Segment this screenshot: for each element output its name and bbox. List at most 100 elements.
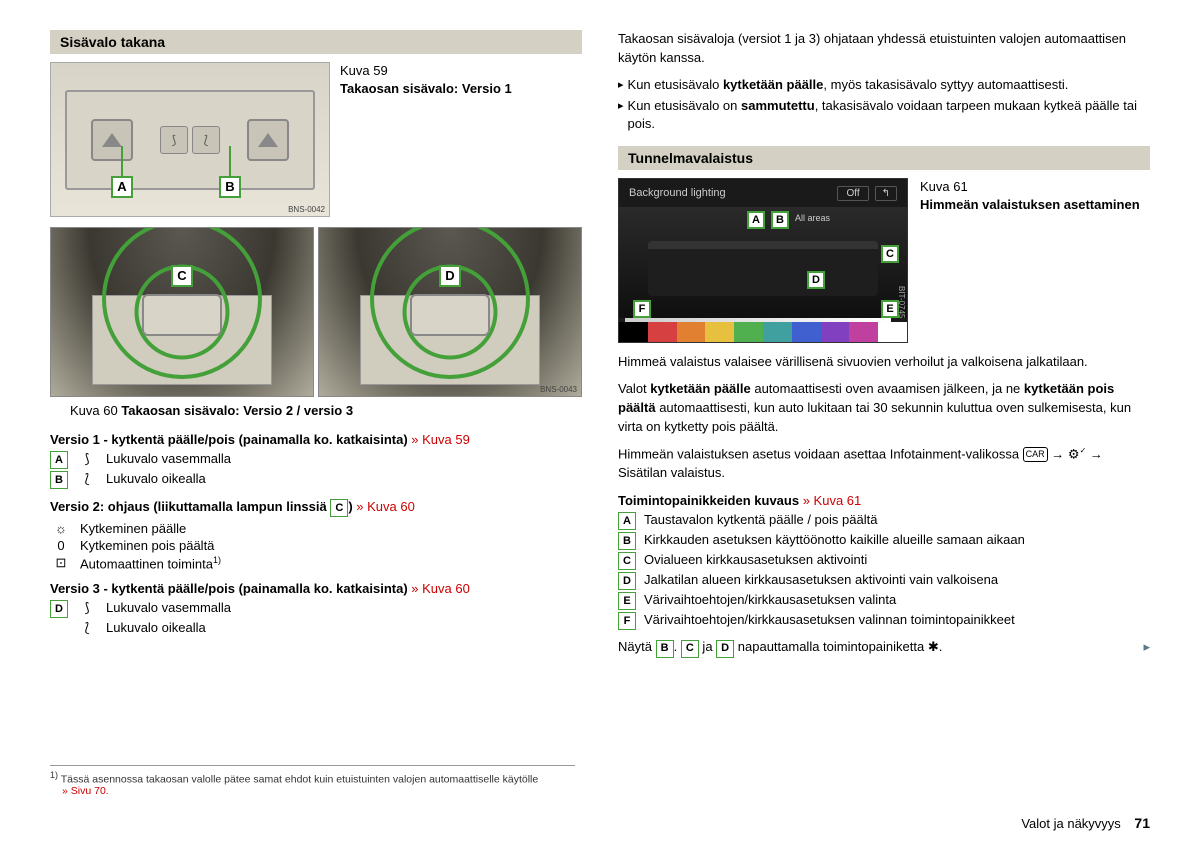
- func-text: Ovialueen kirkkausasetuksen aktivointi: [644, 552, 867, 567]
- v2-rows: ☼ Kytkeminen päälle 0 Kytkeminen pois päält…: [50, 521, 582, 571]
- list-row: ⊡Automaattinen toiminta1): [50, 555, 582, 571]
- row-icon: ⟅: [76, 471, 98, 487]
- v2-title: Versio 2: ohjaus (liikuttamalla lampun l…: [50, 499, 582, 517]
- color-swatch: [849, 322, 878, 342]
- img-code-60: BNS-0043: [540, 385, 577, 394]
- f61-badge-d: D: [807, 271, 825, 289]
- func-text: Värivaihtoehtojen/kirkkausasetuksen vali…: [644, 592, 896, 607]
- fig60-caption-text: Takaosan sisävalo: Versio 2 / versio 3: [121, 403, 353, 418]
- fig59-label: Kuva 59: [340, 62, 512, 80]
- list-row: ☼ Kytkeminen päälle: [50, 521, 582, 536]
- row-text: Lukuvalo oikealla: [106, 471, 206, 486]
- bg-lighting-label: Background lighting: [629, 187, 726, 199]
- page-footer: Valot ja näkyvyys 71: [1021, 815, 1150, 831]
- figure-61-caption: Kuva 61 Himmeän valaistuksen asettaminen: [920, 178, 1140, 343]
- func-row: B Kirkkauden asetuksen käyttöönotto kaiki…: [618, 532, 1150, 550]
- func-text: Jalkatilan alueen kirkkausasetuksen akti…: [644, 572, 998, 587]
- figure-60-images: C D BNS-0043: [50, 227, 582, 397]
- section-title-tunnelma: Tunnelmavalaistus: [618, 146, 1150, 170]
- func-row: E Värivaihtoehtojen/kirkkausasetuksen val…: [618, 592, 1150, 610]
- list-row: D ⟆ Lukuvalo vasemmalla: [50, 600, 582, 618]
- final-line: Näytä B. C ja D napauttamalla toimintopa…: [618, 638, 1150, 658]
- f61-badge-b: B: [771, 211, 789, 229]
- row-text: Lukuvalo vasemmalla: [106, 600, 231, 615]
- row-text: Lukuvalo oikealla: [106, 620, 206, 635]
- figure-60-caption: Kuva 60 Takaosan sisävalo: Versio 2 / ve…: [70, 403, 582, 418]
- page-number: 71: [1134, 815, 1150, 831]
- badge-c: C: [171, 265, 193, 287]
- footer-section: Valot ja näkyvyys: [1021, 816, 1120, 831]
- func-rows: ATaustavalon kytkentä päälle / pois pääl…: [618, 512, 1150, 630]
- figure-60-right: D BNS-0043: [318, 227, 582, 397]
- row-icon: ☼: [50, 521, 72, 536]
- panel-button-left: [91, 119, 133, 161]
- f61-badge-f: F: [633, 300, 651, 318]
- row-icon: ⟅: [76, 620, 98, 636]
- color-palette: [619, 322, 907, 342]
- v1-rows: A ⟆ Lukuvalo vasemmalla B ⟅ Lukuvalo oikealla: [50, 451, 582, 489]
- para-2: Valot kytketään päälle automaattisesti o…: [618, 380, 1150, 437]
- f61-badge-c: C: [881, 245, 899, 263]
- center-btn-a: ⟆: [160, 126, 188, 154]
- row-icon: ⟆: [76, 600, 98, 616]
- v3-title: Versio 3 - kytkentä päälle/pois (painama…: [50, 581, 582, 596]
- fig59-caption-text: Takaosan sisävalo: Versio 1: [340, 80, 512, 98]
- color-swatch: [763, 322, 792, 342]
- car-icon: CAR: [1023, 447, 1048, 462]
- menu-line: Himmeän valaistuksen asetus voidaan aset…: [618, 445, 1150, 483]
- func-text: Taustavalon kytkentä päälle / pois päält…: [644, 512, 877, 527]
- intro-para: Takaosan sisävaloja (versiot 1 ja 3) ohj…: [618, 30, 1150, 68]
- infoscreen-header: Background lighting Off ↰: [619, 179, 907, 207]
- intro-bullets: Kun etusisävalo kytketään päälle, myös t…: [618, 76, 1150, 135]
- panel-center-buttons: ⟆ ⟅: [160, 126, 220, 154]
- img-code-59: BNS-0042: [288, 205, 325, 214]
- figure-60-left: C: [50, 227, 314, 397]
- func-row: F Värivaihtoehtojen/kirkkausasetuksen val…: [618, 612, 1150, 630]
- func-text: Värivaihtoehtojen/kirkkausasetuksen vali…: [644, 612, 1015, 627]
- row-badge: A: [50, 451, 68, 469]
- color-swatch: [705, 322, 734, 342]
- bullet-item: Kun etusisävalo on sammutettu, takasisäv…: [618, 97, 1150, 135]
- list-row: 0 Kytkeminen pois päältä: [50, 538, 582, 553]
- roof-panel: ⟆ ⟅ A B: [65, 90, 315, 190]
- figure-61-row: Background lighting Off ↰ All areas A B …: [618, 178, 1150, 343]
- row-text: Kytkeminen päälle: [80, 521, 186, 536]
- footnote: 1) Tässä asennossa takaosan valolle päte…: [50, 765, 575, 798]
- center-btn-b: ⟅: [192, 126, 220, 154]
- row-badge: B: [50, 471, 68, 489]
- back-arrow-icon: ↰: [875, 186, 897, 201]
- color-swatch: [619, 322, 648, 342]
- func-badge: B: [618, 532, 636, 550]
- bullet-item: Kun etusisävalo kytketään päälle, myös t…: [618, 76, 1150, 95]
- section-title-sisavalo: Sisävalo takana: [50, 30, 582, 54]
- row-badge: D: [50, 600, 68, 618]
- func-badge: F: [618, 612, 636, 630]
- all-areas-label: All areas: [795, 213, 830, 223]
- row-text: Automaattinen toiminta1): [80, 555, 221, 571]
- row-icon: ⟆: [76, 451, 98, 467]
- func-badge: C: [618, 552, 636, 570]
- row-text: Lukuvalo vasemmalla: [106, 451, 231, 466]
- page-columns: Sisävalo takana ⟆ ⟅ A B BNS-0042: [50, 30, 1150, 666]
- list-row: ⟅ Lukuvalo oikealla: [50, 620, 582, 636]
- img-code-61: BIT-0745: [897, 286, 906, 318]
- continue-icon: ▸: [1143, 638, 1150, 657]
- func-badge: E: [618, 592, 636, 610]
- row-icon: 0: [50, 538, 72, 553]
- badge-d: D: [439, 265, 461, 287]
- figure-61-image: Background lighting Off ↰ All areas A B …: [618, 178, 908, 343]
- right-column: Takaosan sisävaloja (versiot 1 ja 3) ohj…: [618, 30, 1150, 666]
- color-swatch: [677, 322, 706, 342]
- fig60-prefix: Kuva 60: [70, 403, 118, 418]
- figure-59-caption: Kuva 59 Takaosan sisävalo: Versio 1: [340, 62, 512, 217]
- color-swatch: [792, 322, 821, 342]
- color-swatch: [648, 322, 677, 342]
- func-row: DJalkatilan alueen kirkkausasetuksen akt…: [618, 572, 1150, 590]
- f61-badge-a: A: [747, 211, 765, 229]
- color-swatch: [734, 322, 763, 342]
- func-text: Kirkkauden asetuksen käyttöönotto kaikil…: [644, 532, 1025, 547]
- row-text: Kytkeminen pois päältä: [80, 538, 214, 553]
- fig61-label: Kuva 61: [920, 178, 1140, 196]
- list-row: A ⟆ Lukuvalo vasemmalla: [50, 451, 582, 469]
- figure-59-image: ⟆ ⟅ A B BNS-0042: [50, 62, 330, 217]
